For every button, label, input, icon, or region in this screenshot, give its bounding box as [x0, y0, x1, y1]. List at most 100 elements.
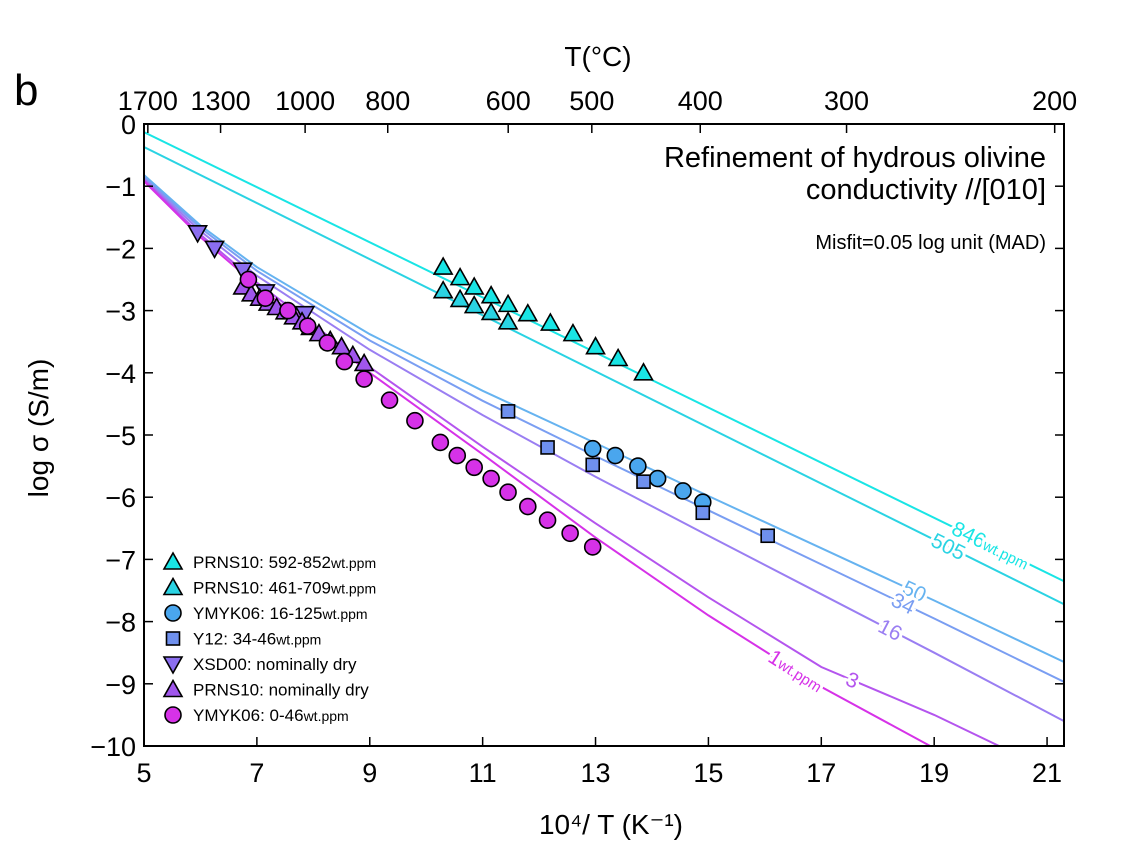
legend: PRNS10: 592-852wt.ppm PRNS10: 461-709wt.p…: [162, 551, 376, 725]
data-point-series-3: [695, 505, 711, 521]
y-tick-label: 0: [121, 110, 136, 140]
top-tick-label: 1700: [118, 86, 178, 116]
data-point-series-0: [517, 303, 539, 322]
legend-entry: PRNS10: 461-709wt.ppm: [193, 579, 376, 598]
data-point-series-2: [606, 446, 625, 465]
legend-entry: YMYK06: 0-46wt.ppm: [193, 706, 349, 725]
data-point-series-0: [497, 293, 519, 313]
top-axis-title: T(°C): [564, 41, 631, 72]
data-point-series-2: [648, 469, 667, 488]
fit-curve-16: [144, 177, 1064, 722]
legend-marker: [162, 678, 184, 698]
data-point-series-6: [335, 352, 354, 371]
legend-marker: [162, 576, 184, 596]
data-point-series-0: [463, 276, 485, 295]
data-point-series-3: [540, 440, 555, 455]
fit-curve-1: [144, 180, 931, 746]
x-tick-label: 9: [362, 758, 377, 788]
legend-entry: PRNS10: nominally dry: [193, 681, 369, 700]
legend-marker: [164, 604, 182, 622]
data-point-series-6: [256, 289, 275, 307]
y-tick-label: −3: [105, 297, 136, 327]
data-point-series-6: [355, 370, 373, 388]
x-tick-label: 17: [806, 758, 836, 788]
data-point-series-6: [431, 433, 450, 452]
data-point-series-2: [629, 457, 647, 475]
data-point-series-6: [561, 524, 579, 543]
legend-entry: XSD00: nominally dry: [193, 655, 357, 674]
y-tick-label: −2: [105, 234, 136, 264]
top-tick-label: 500: [569, 86, 614, 116]
x-tick-label: 7: [249, 758, 264, 788]
x-tick-label: 15: [693, 758, 723, 788]
curve-label-16: 16: [871, 612, 908, 649]
top-tick-label: 1300: [191, 86, 251, 116]
data-point-series-6: [519, 497, 537, 516]
svg-text:16: 16: [874, 615, 905, 646]
annotation-title-line2: conductivity //[010]: [806, 174, 1046, 206]
top-tick-label: 200: [1032, 86, 1077, 116]
data-point-series-6: [298, 317, 317, 335]
data-point-series-0: [449, 267, 471, 286]
curve-label-1: 1wt.ppm: [761, 642, 827, 699]
data-point-series-2: [583, 439, 602, 458]
data-point-series-0: [480, 285, 502, 304]
fit-curve-505: [144, 146, 1064, 606]
data-point-series-1: [449, 288, 471, 308]
data-point-series-6: [538, 511, 557, 530]
svg-text:3: 3: [842, 668, 862, 694]
annotation-title-line1: Refinement of hydrous olivine: [664, 142, 1046, 174]
fit-curve-3: [144, 179, 1000, 746]
y-tick-label: −9: [105, 670, 136, 700]
top-tick-label: 600: [486, 86, 531, 116]
data-point-series-6: [465, 458, 483, 477]
y-tick-label: −1: [105, 172, 136, 202]
legend-marker: [162, 656, 184, 675]
x-tick-label: 13: [581, 758, 611, 788]
data-point-series-6: [318, 334, 337, 352]
fit-curve-34: [144, 176, 1064, 683]
legend-entry: PRNS10: 592-852wt.ppm: [193, 553, 376, 572]
y-tick-label: −6: [105, 483, 136, 513]
data-point-series-0: [607, 347, 629, 367]
data-point-series-3: [636, 474, 651, 489]
fit-curve-846: [144, 131, 1064, 583]
data-point-series-4: [204, 240, 225, 260]
y-tick-label: −7: [105, 545, 136, 575]
data-point-series-6: [406, 411, 424, 430]
data-point-series-1: [432, 280, 454, 299]
y-tick-label: −8: [105, 608, 136, 638]
y-tick-label: −10: [90, 732, 136, 762]
data-point-series-0: [585, 336, 606, 355]
top-tick-label: 800: [365, 86, 410, 116]
data-point-series-1: [480, 301, 502, 321]
data-point-series-0: [562, 322, 584, 342]
y-tick-label: −4: [105, 359, 136, 389]
x-tick-label: 21: [1032, 758, 1062, 788]
data-point-series-6: [279, 301, 297, 320]
data-point-series-6: [499, 483, 517, 502]
data-point-series-2: [674, 482, 692, 500]
data-point-series-6: [239, 270, 258, 289]
x-axis-title: 10⁴/ T (K⁻¹): [539, 809, 683, 840]
x-tick-label: 19: [919, 758, 949, 788]
data-point-series-4: [187, 225, 208, 244]
legend-entry: Y12: 34-46wt.ppm: [193, 630, 321, 649]
data-point-series-1: [463, 294, 485, 314]
data-point-series-3: [760, 528, 775, 544]
y-axis-title: log σ (S/m): [23, 359, 54, 498]
data-point-series-0: [633, 362, 654, 381]
panel-letter: b: [14, 66, 38, 115]
y-tick-label: −5: [105, 421, 136, 451]
plot-frame: [143, 123, 1065, 747]
top-tick-label: 300: [824, 86, 869, 116]
legend-marker: [162, 551, 184, 570]
top-tick-label: 400: [678, 86, 723, 116]
svg-text:1wt.ppm: 1wt.ppm: [764, 645, 827, 697]
top-tick-label: 1000: [275, 86, 335, 116]
data-point-series-6: [583, 538, 602, 556]
legend-entry: YMYK06: 16-125wt.ppm: [193, 604, 368, 623]
fit-curve-50: [144, 174, 1064, 663]
